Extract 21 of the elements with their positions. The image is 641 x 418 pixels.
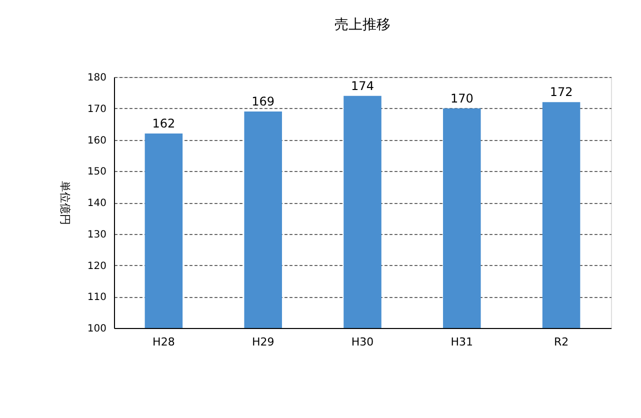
y-tick-label: 130	[87, 229, 106, 240]
chart-title: 売上推移	[334, 17, 390, 33]
y-tick-label: 180	[87, 72, 106, 84]
y-tick-label: 170	[87, 104, 106, 115]
x-tick-label: H30	[351, 336, 374, 348]
data-label: 174	[351, 78, 374, 93]
y-tick-label: 140	[87, 198, 106, 209]
y-axis-title: 単位億円	[58, 181, 72, 225]
y-tick-label: 110	[87, 292, 106, 304]
y-tick-label: 100	[87, 324, 106, 334]
x-tick-label: R2	[554, 336, 569, 348]
x-tick-label: H31	[450, 336, 474, 348]
y-tick-label: 120	[87, 260, 106, 272]
data-label: 172	[550, 85, 573, 100]
data-label: 162	[152, 116, 176, 130]
y-tick-label: 160	[87, 135, 106, 146]
x-tick-label: H29	[252, 336, 274, 348]
data-label: 170	[450, 91, 474, 106]
x-tick-label: H28	[152, 336, 175, 348]
data-label: 169	[252, 94, 275, 109]
y-tick-label: 150	[87, 166, 106, 178]
